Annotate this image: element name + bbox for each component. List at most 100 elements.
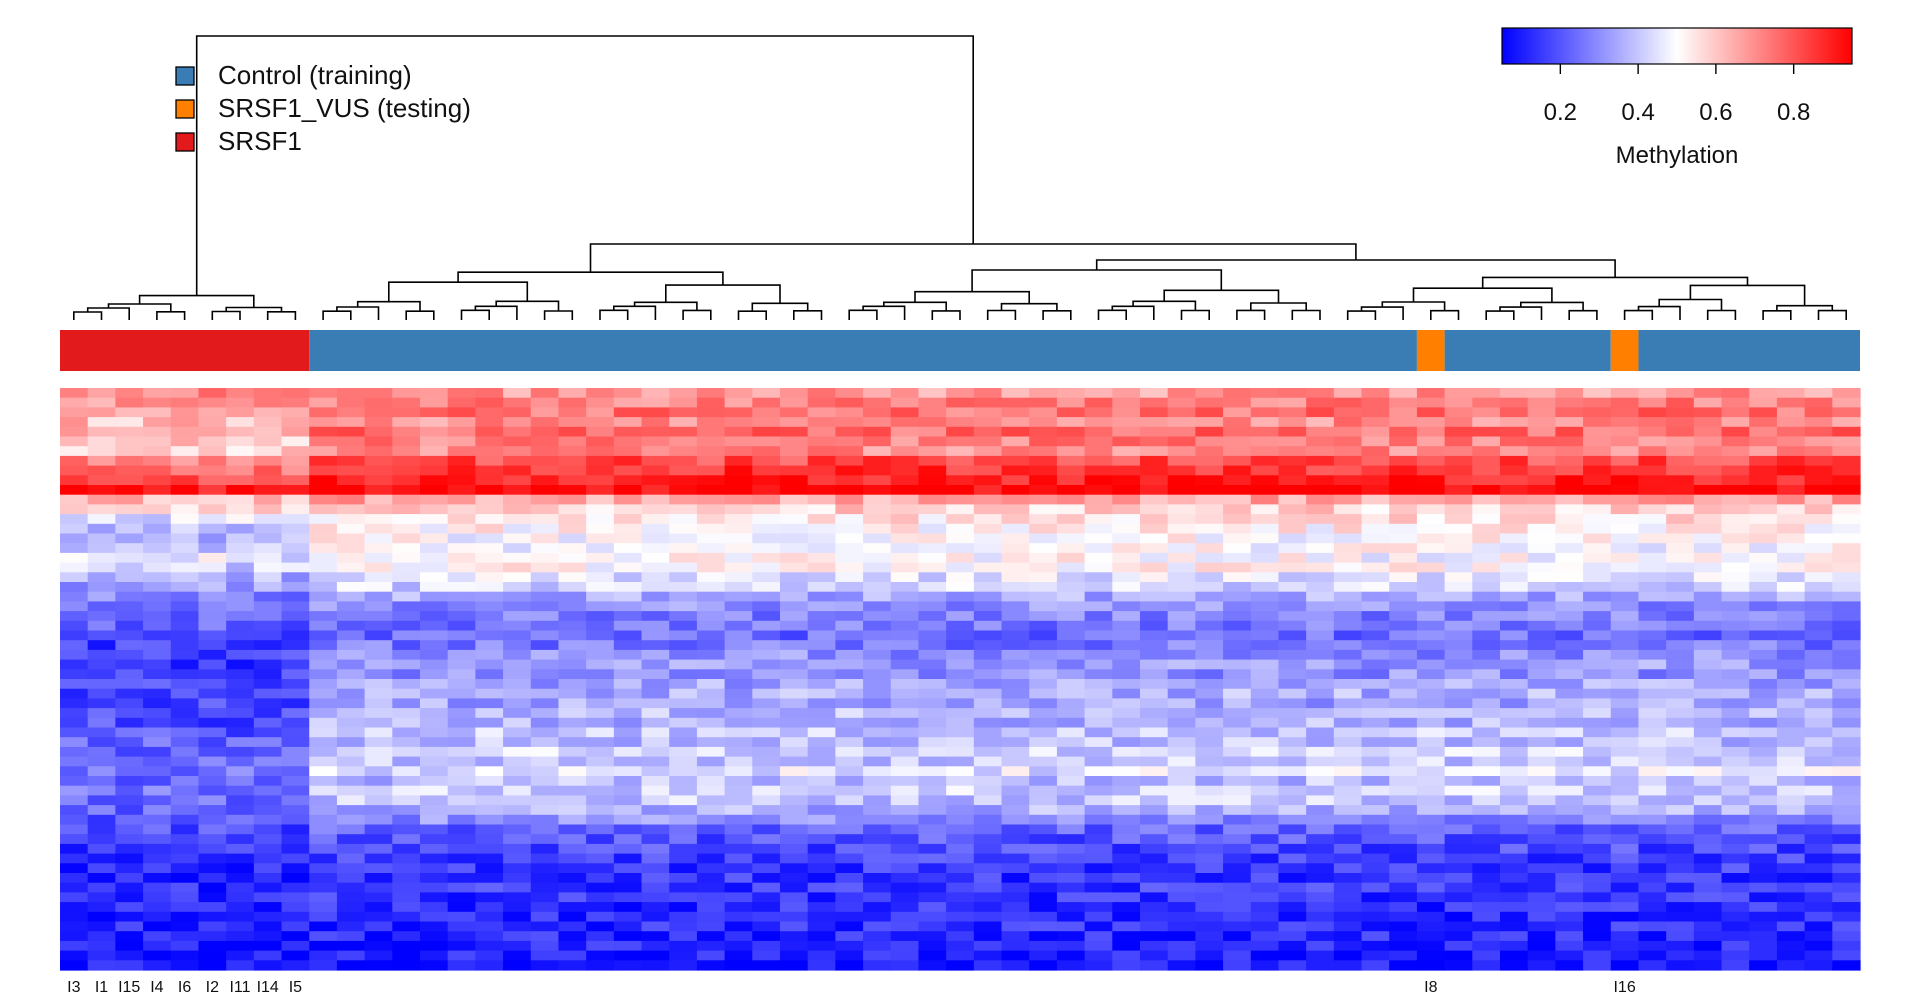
heatmap-cell bbox=[364, 892, 393, 903]
heatmap-cell bbox=[1001, 533, 1030, 544]
heatmap-cell bbox=[1666, 902, 1695, 913]
heatmap-cell bbox=[1527, 727, 1556, 738]
heatmap-cell bbox=[724, 455, 753, 467]
heatmap-cell bbox=[669, 766, 698, 777]
heatmap-cell bbox=[1361, 960, 1390, 971]
heatmap-cell bbox=[115, 863, 144, 874]
heatmap-cell bbox=[1444, 853, 1473, 864]
heatmap-cell bbox=[1001, 746, 1030, 758]
heatmap-cell bbox=[253, 533, 283, 544]
heatmap-cell bbox=[1583, 853, 1612, 864]
heatmap-cell bbox=[1112, 853, 1141, 864]
heatmap-cell bbox=[1112, 649, 1141, 661]
heatmap-cell bbox=[1278, 523, 1307, 535]
heatmap-cell bbox=[696, 717, 726, 729]
heatmap-cell bbox=[1583, 582, 1612, 593]
heatmap-cell bbox=[143, 814, 172, 826]
heatmap-cell bbox=[1472, 931, 1501, 942]
heatmap-cell bbox=[503, 863, 532, 874]
heatmap-cell bbox=[1389, 582, 1418, 593]
heatmap-cell bbox=[1776, 834, 1806, 845]
heatmap-cell bbox=[1112, 931, 1141, 942]
heatmap-cell bbox=[87, 417, 116, 428]
heatmap-cell bbox=[863, 756, 892, 767]
heatmap-cell bbox=[1389, 562, 1418, 573]
heatmap-cell bbox=[364, 795, 393, 806]
heatmap-cell bbox=[669, 940, 698, 952]
heatmap-cell bbox=[1056, 737, 1086, 748]
heatmap-cell bbox=[752, 863, 781, 874]
heatmap-cell bbox=[1112, 698, 1141, 709]
heatmap-cell bbox=[696, 465, 726, 476]
heatmap-cell bbox=[1056, 746, 1086, 758]
heatmap-cell bbox=[364, 591, 393, 602]
heatmap-cell bbox=[669, 834, 698, 845]
heatmap-cell bbox=[1140, 737, 1169, 748]
heatmap-cell bbox=[226, 756, 255, 767]
heatmap-cell bbox=[752, 892, 781, 903]
heatmap-cell bbox=[1361, 882, 1390, 893]
heatmap-cell bbox=[1804, 756, 1833, 767]
heatmap-cell bbox=[503, 688, 532, 699]
heatmap-cell bbox=[1029, 814, 1058, 826]
heatmap-cell bbox=[918, 940, 947, 952]
heatmap-cell bbox=[1140, 620, 1169, 632]
heatmap-cell bbox=[1140, 853, 1169, 864]
heatmap-cell bbox=[1610, 688, 1640, 699]
heatmap-cell bbox=[1500, 834, 1529, 845]
heatmap-cell bbox=[780, 543, 809, 554]
heatmap-cell bbox=[1195, 475, 1224, 486]
heatmap-cell bbox=[696, 543, 726, 554]
heatmap-cell bbox=[863, 814, 892, 826]
heatmap-cell bbox=[1693, 698, 1723, 709]
heatmap-cell bbox=[1223, 708, 1252, 719]
heatmap-cell bbox=[503, 921, 532, 932]
heatmap-cell bbox=[1333, 834, 1363, 845]
heatmap-cell bbox=[143, 649, 172, 661]
heatmap-cell bbox=[918, 475, 947, 486]
heatmap-cell bbox=[1749, 533, 1778, 544]
heatmap-cell bbox=[946, 795, 975, 806]
heatmap-cell bbox=[1223, 494, 1252, 505]
heatmap-cell bbox=[226, 921, 255, 932]
heatmap-cell bbox=[1084, 756, 1113, 767]
heatmap-cell bbox=[1195, 446, 1224, 457]
heatmap-cell bbox=[1610, 417, 1640, 428]
heatmap-cell bbox=[1140, 921, 1169, 932]
heatmap-cell bbox=[475, 950, 504, 961]
heatmap-cell bbox=[669, 388, 698, 399]
heatmap-cell bbox=[1278, 679, 1307, 690]
heatmap-cell bbox=[530, 960, 560, 971]
heatmap-cell bbox=[1306, 640, 1335, 651]
heatmap-cell bbox=[1361, 572, 1390, 583]
heatmap-cell bbox=[226, 455, 255, 467]
heatmap-cell bbox=[198, 814, 227, 826]
heatmap-cell bbox=[1749, 523, 1778, 535]
heatmap-cell bbox=[1167, 485, 1196, 496]
heatmap-cell bbox=[1500, 611, 1529, 622]
heatmap-cell bbox=[1804, 572, 1833, 583]
heatmap-cell bbox=[1416, 737, 1446, 748]
heatmap-cell bbox=[1029, 737, 1058, 748]
heatmap-cell bbox=[946, 766, 975, 777]
heatmap-cell bbox=[447, 572, 476, 583]
heatmap-cell bbox=[1112, 950, 1141, 961]
heatmap-cell bbox=[1250, 543, 1280, 554]
heatmap-cell bbox=[281, 659, 310, 670]
heatmap-cell bbox=[475, 407, 504, 418]
heatmap-cell bbox=[1389, 853, 1418, 864]
heatmap-cell bbox=[973, 504, 1003, 515]
heatmap-cell bbox=[752, 640, 781, 651]
heatmap-cell bbox=[392, 494, 421, 505]
heatmap-cell bbox=[1555, 504, 1584, 515]
heatmap-cell bbox=[641, 562, 670, 573]
heatmap-cell bbox=[1776, 640, 1806, 651]
heatmap-cell bbox=[1306, 455, 1335, 467]
heatmap-cell bbox=[1278, 814, 1307, 826]
heatmap-cell bbox=[1555, 746, 1584, 758]
heatmap-cell bbox=[309, 552, 338, 564]
heatmap-cell bbox=[115, 591, 144, 602]
heatmap-cell bbox=[1500, 950, 1529, 961]
heatmap-cell bbox=[1306, 805, 1335, 816]
heatmap-cell bbox=[1832, 940, 1861, 952]
